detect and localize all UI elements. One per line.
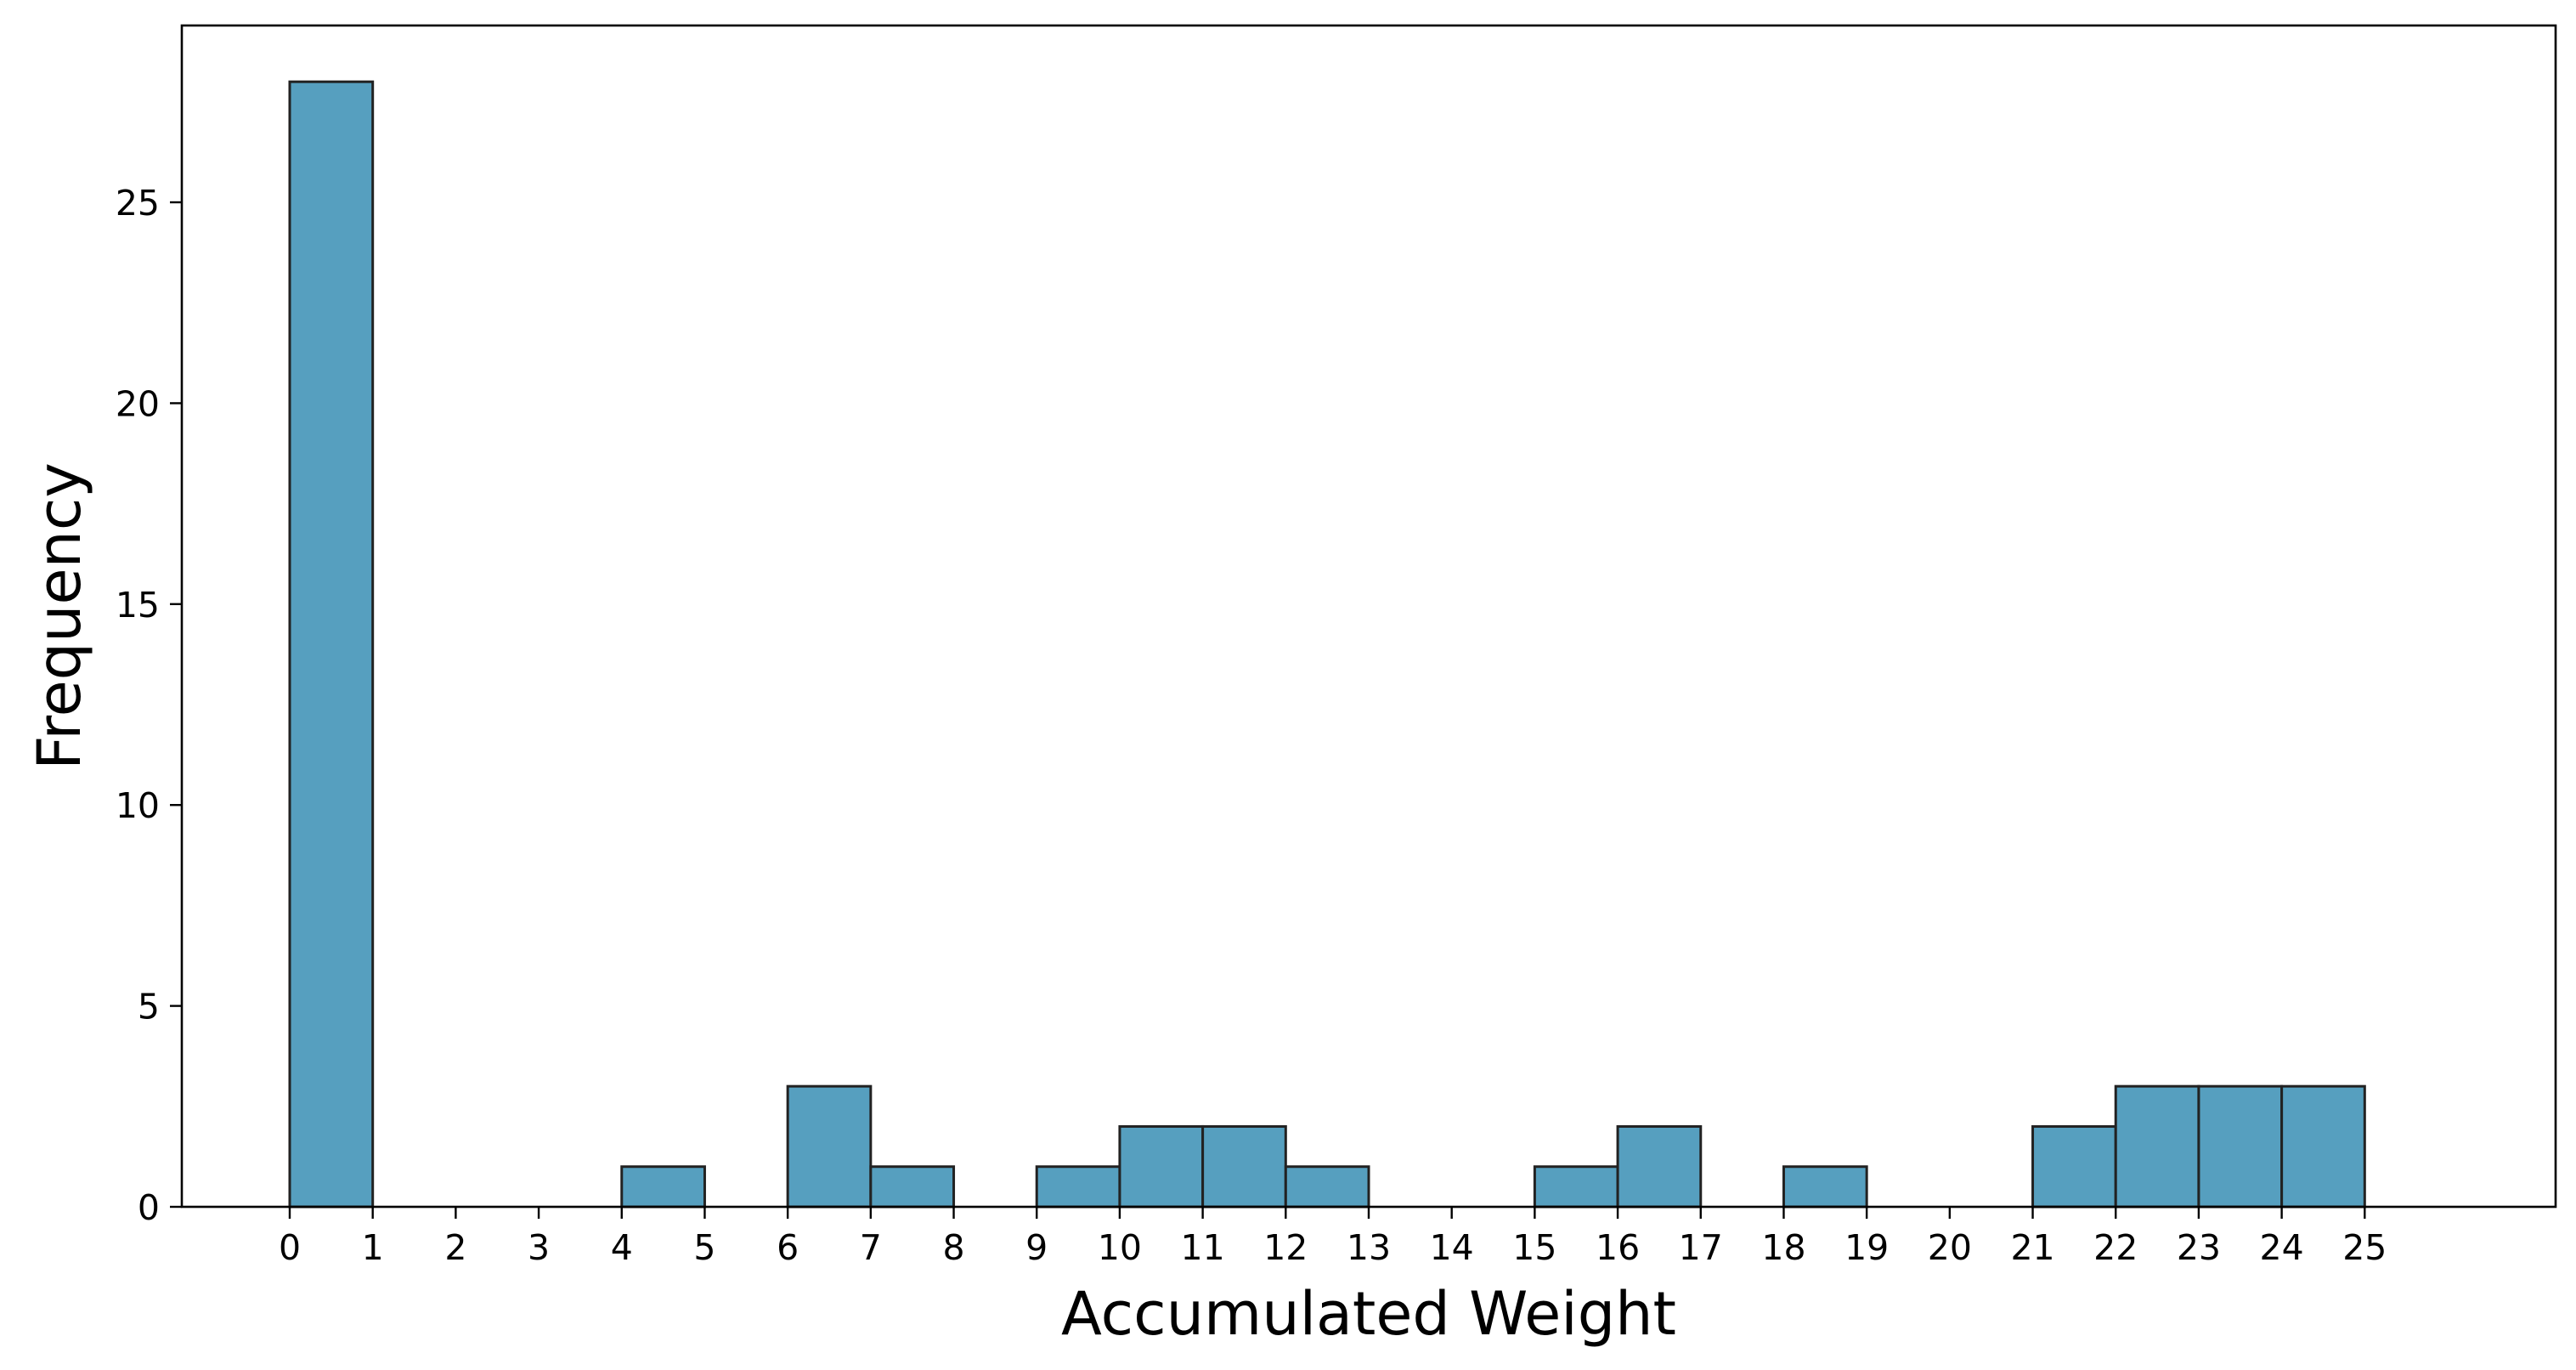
x-tick-label: 21 <box>2010 1227 2054 1268</box>
y-tick-label: 10 <box>116 785 160 826</box>
histogram-bar <box>1782 1165 1868 1209</box>
x-tick-label: 4 <box>611 1227 633 1268</box>
histogram-bar <box>1284 1165 1370 1209</box>
x-tick-label: 13 <box>1347 1227 1391 1268</box>
x-tick-label: 11 <box>1181 1227 1225 1268</box>
x-tick-label: 18 <box>1761 1227 1805 1268</box>
histogram-bar <box>1201 1124 1287 1209</box>
histogram-bar <box>1533 1165 1619 1209</box>
x-tick-label: 2 <box>444 1227 466 1268</box>
x-tick-label: 12 <box>1263 1227 1308 1268</box>
x-tick-label: 20 <box>1928 1227 1972 1268</box>
x-tick-label: 22 <box>2093 1227 2138 1268</box>
histogram-bar <box>2197 1084 2284 1209</box>
histogram-bar <box>869 1165 956 1209</box>
y-ticks-group: 0 5 10 15 20 25 <box>116 183 182 1228</box>
x-ticks-group: 0 1 2 3 4 5 6 7 8 9 10 11 12 13 14 15 16 17 18 19 20 21 22 23 24… <box>279 1207 2387 1268</box>
plot-frame <box>180 24 2557 1209</box>
x-tick-label: 3 <box>528 1227 550 1268</box>
x-tick-label: 24 <box>2260 1227 2304 1268</box>
histogram-bar <box>1035 1165 1121 1209</box>
y-tick-label: 5 <box>138 987 160 1028</box>
histogram-bar <box>1118 1124 1205 1209</box>
x-tick-label: 16 <box>1596 1227 1640 1268</box>
y-tick-label: 20 <box>116 383 160 424</box>
x-tick-label: 0 <box>279 1227 301 1268</box>
bars-group <box>288 80 2366 1209</box>
x-axis-label: Accumulated Weight <box>1061 1279 1676 1349</box>
histogram-bar <box>2280 1084 2366 1209</box>
x-tick-label: 9 <box>1025 1227 1048 1268</box>
histogram-bar <box>2031 1124 2117 1209</box>
histogram-bar <box>1616 1124 1703 1209</box>
x-tick-label: 1 <box>362 1227 384 1268</box>
x-tick-label: 23 <box>2177 1227 2221 1268</box>
x-tick-label: 6 <box>777 1227 799 1268</box>
x-tick-label: 15 <box>1512 1227 1556 1268</box>
x-tick-label: 7 <box>860 1227 882 1268</box>
histogram-bar <box>786 1084 873 1209</box>
x-tick-label: 25 <box>2342 1227 2387 1268</box>
x-tick-label: 5 <box>693 1227 715 1268</box>
histogram-bar <box>2114 1084 2200 1209</box>
x-tick-label: 19 <box>1844 1227 1889 1268</box>
x-tick-label: 17 <box>1679 1227 1723 1268</box>
histogram-bar <box>288 80 375 1209</box>
y-axis-label: Frequency <box>25 462 94 770</box>
x-tick-label: 10 <box>1098 1227 1142 1268</box>
y-tick-label: 15 <box>116 585 160 626</box>
y-tick-label: 25 <box>116 183 160 224</box>
x-tick-label: 8 <box>942 1227 964 1268</box>
y-tick-label: 0 <box>138 1187 160 1228</box>
x-tick-label: 14 <box>1430 1227 1474 1268</box>
histogram-bar <box>620 1165 706 1209</box>
